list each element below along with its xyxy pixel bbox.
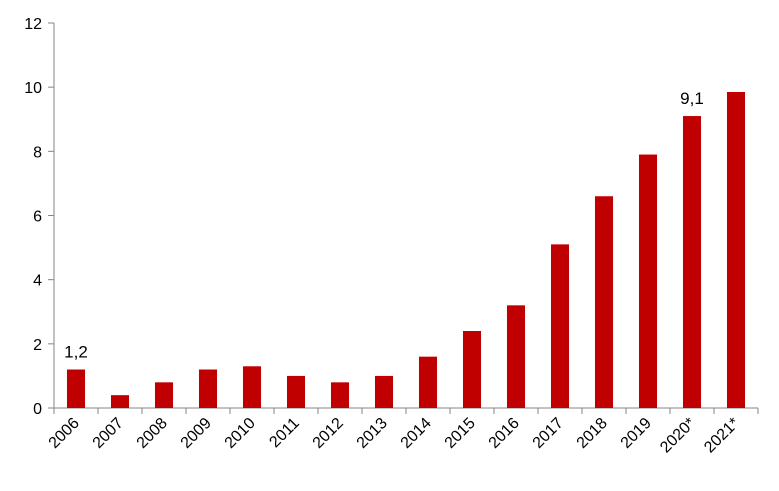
x-tick-label: 2012	[310, 415, 347, 452]
bar-2010	[242, 366, 262, 408]
x-tick-label: 2006	[46, 415, 83, 452]
x-tick-label: 2008	[134, 415, 171, 452]
x-tick-label: 2014	[398, 415, 435, 452]
y-tick-label: 8	[33, 144, 42, 161]
y-axis: 0 2 4 6 8 10 12	[24, 16, 55, 418]
x-tick-label: 2013	[354, 415, 391, 452]
y-tick-label: 4	[33, 273, 42, 290]
bar-2012	[330, 382, 350, 408]
x-tick-label: 2007	[90, 415, 127, 452]
bar-2008	[154, 382, 174, 408]
bar-2021-star	[726, 91, 746, 409]
x-tick-label: 2009	[178, 415, 215, 452]
data-label: 1,2	[64, 343, 88, 362]
x-tick-label: 2019	[618, 415, 655, 452]
bar-2018	[594, 196, 614, 408]
bar-2014	[418, 356, 438, 408]
x-axis: 2006 2007 2008 2009 2010 2011 2012 2013 2014 2015…	[46, 407, 759, 457]
data-labels: 1,2 9,1	[64, 89, 704, 361]
y-tick-label: 10	[24, 80, 42, 97]
x-tick-label: 2010	[222, 415, 259, 452]
bar-2007	[110, 395, 130, 408]
bar-2017	[550, 244, 570, 408]
x-tick-label: 2016	[486, 415, 523, 452]
y-tick-label: 2	[33, 337, 42, 354]
y-tick-label: 12	[24, 16, 42, 33]
bar-2009	[198, 369, 218, 408]
bar-2016	[506, 305, 526, 408]
x-tick-label: 2021*	[701, 415, 743, 457]
x-tick-label: 2011	[266, 415, 302, 451]
bar-2020-star	[682, 116, 702, 409]
y-tick-label: 0	[33, 401, 42, 418]
x-tick-label: 2015	[442, 415, 479, 452]
data-label: 9,1	[680, 89, 704, 108]
x-tick-label: 2020*	[657, 415, 699, 457]
bar-2015	[462, 331, 482, 408]
bar-2013	[374, 375, 394, 408]
x-tick-label: 2017	[530, 415, 567, 452]
bars	[66, 91, 746, 409]
bar-2011	[286, 375, 306, 408]
x-tick-label: 2018	[574, 415, 611, 452]
bar-2019	[638, 154, 658, 408]
bar-2006	[66, 369, 86, 408]
y-tick-label: 6	[33, 209, 42, 226]
